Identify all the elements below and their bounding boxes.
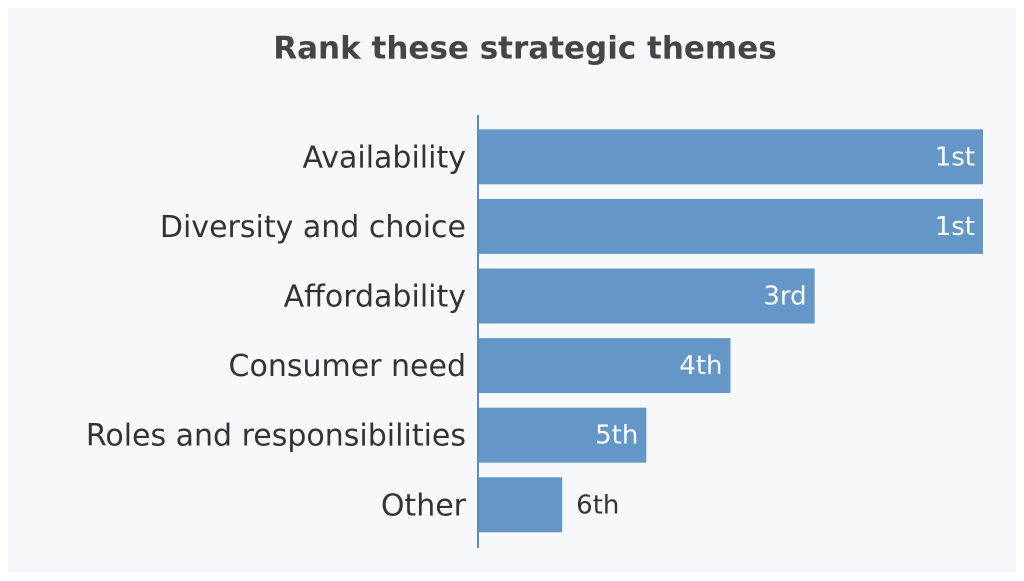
bar: [478, 198, 983, 254]
bar: [478, 477, 563, 533]
value-label: 5th: [595, 421, 638, 451]
bar: [478, 338, 731, 394]
value-label: 6th: [576, 490, 619, 520]
bar: [478, 129, 983, 185]
y-tick-label: Consumer need: [229, 349, 466, 384]
y-tick-label: Diversity and choice: [160, 210, 466, 245]
bar: [478, 407, 647, 463]
chart-title: Rank these strategic themes: [273, 31, 776, 67]
value-label: 4th: [679, 351, 722, 381]
y-tick-label: Affordability: [284, 280, 466, 315]
y-tick-label: Other: [381, 488, 467, 523]
value-label: 1st: [935, 212, 975, 242]
value-label: 3rd: [763, 282, 806, 312]
y-tick-label: Availability: [302, 140, 466, 175]
y-tick-label: Roles and responsibilities: [86, 419, 466, 454]
value-label: 1st: [935, 142, 975, 172]
bar: [478, 268, 815, 324]
